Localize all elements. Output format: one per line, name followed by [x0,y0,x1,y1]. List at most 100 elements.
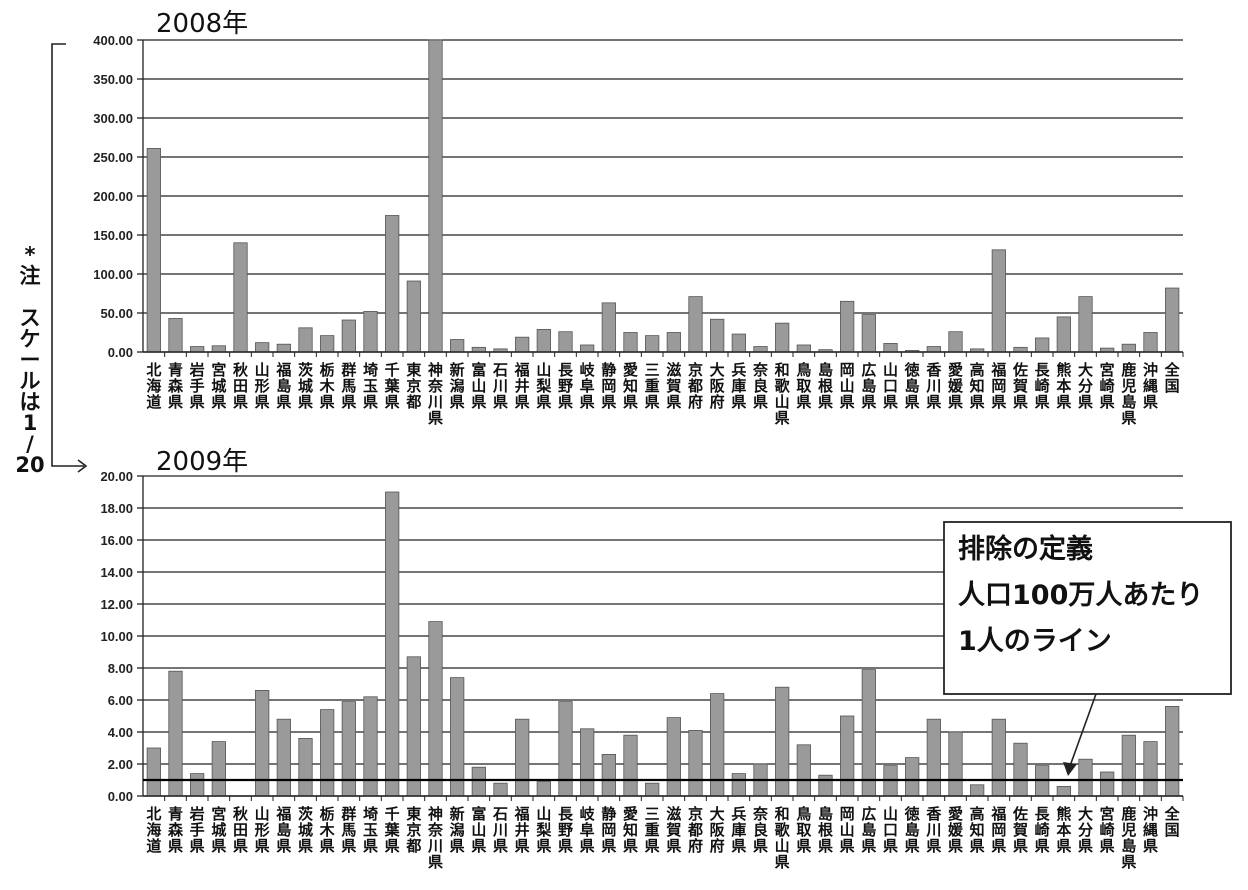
y-tick-label: 400.00 [93,33,133,48]
scale-bracket [51,43,66,467]
bar-神奈川県 [428,621,443,797]
category-label: 千葉県 [384,361,401,411]
category-label: 神奈川県 [427,361,444,427]
bar-長崎県 [1035,337,1050,353]
category-label: 兵庫県 [731,805,746,855]
category-label: 石川県 [492,361,508,411]
y-tick-label: 100.00 [93,267,133,282]
category-label: 栃木県 [319,361,336,411]
bar-茨城県 [298,327,313,353]
category-label: 山口県 [883,805,898,855]
y-tick-label: 4.00 [108,725,133,740]
category-label: 青森県 [168,361,184,411]
y-tick-label: 16.00 [100,533,133,548]
category-label: 北海道 [146,805,161,855]
category-label: 沖縄県 [1143,805,1158,855]
category-label: 福岡県 [990,361,1006,411]
scale-note-char: は [20,390,41,414]
y-tick-label: 0.00 [108,345,133,360]
scale-note-char: / [26,432,34,456]
bar-茨城県 [298,738,313,797]
y-tick-label: 8.00 [108,661,133,676]
bar-沖縄県 [1143,332,1158,353]
callout-text: 排除の定義 [958,533,1093,565]
y-tick-label: 6.00 [108,693,133,708]
category-label: 東京都 [405,361,421,411]
category-label: 長崎県 [1035,805,1051,855]
bar-千葉県 [385,215,400,353]
scale-note-char: ル [20,369,41,393]
bar-熊本県 [1056,316,1071,353]
bar-熊本県 [1056,786,1071,797]
scale-note-char: 1 [23,411,38,435]
scale-arrow [66,459,88,473]
y-tick-label: 150.00 [93,228,133,243]
category-label: 茨城県 [298,805,313,855]
bar-福島県 [276,718,291,797]
bar-群馬県 [341,319,356,353]
bar-大分県 [1078,296,1093,353]
bar-岩手県 [190,346,205,353]
bar-静岡県 [601,754,616,797]
y-tick-label: 250.00 [93,150,133,165]
category-label: 奈良県 [752,805,769,855]
category-label: 三重県 [645,361,660,411]
category-label: 福島県 [275,361,291,411]
category-label: 埼玉県 [363,361,378,411]
bar-埼玉県 [363,696,378,797]
bar-石川県 [493,782,508,797]
category-label: 山梨県 [535,361,551,411]
category-label: 群馬県 [341,805,356,855]
y-tick-label: 12.00 [100,597,133,612]
y-tick-label: 300.00 [93,111,133,126]
bar-宮崎県 [1100,771,1115,797]
category-label: 愛知県 [623,361,638,411]
bar-福岡県 [991,249,1006,353]
category-label: 秋田県 [233,361,249,411]
callout-arrowhead [1063,762,1077,776]
category-label: 広島県 [861,805,876,855]
category-label: 滋賀県 [665,805,681,855]
category-label: 長野県 [558,805,574,855]
category-label: 愛媛県 [947,361,964,411]
bar-佐賀県 [1013,742,1028,797]
category-label: 北海道 [146,361,161,411]
chart-title: 2008年 [156,9,248,39]
category-label: 東京都 [405,805,421,855]
bar-富山県 [471,766,486,797]
category-label: 神奈川県 [427,805,444,871]
category-label: 京都府 [687,361,703,411]
bar-鹿児島県 [1121,734,1136,797]
bar-愛媛県 [948,731,963,797]
bar-秋田県 [233,242,248,353]
y-tick-label: 20.00 [100,469,133,484]
category-label: 愛知県 [623,805,638,855]
bar-鳥取県 [796,744,811,797]
category-label: 山梨県 [535,805,551,855]
category-label: 香川県 [925,361,941,411]
category-label: 佐賀県 [1012,361,1028,411]
bar-神奈川県 [428,39,443,353]
bar-東京都 [406,656,421,797]
bar-三重県 [645,335,660,353]
scale-note-char: 注 [20,264,41,288]
category-label: 茨城県 [298,361,313,411]
category-label: 大阪府 [710,361,726,411]
category-label: 秋田県 [233,805,249,855]
bar-広島県 [861,314,876,353]
category-label: 奈良県 [752,361,769,411]
bar-東京都 [406,280,421,353]
category-label: 岩手県 [189,361,205,411]
category-label: 新潟県 [450,805,465,855]
category-label: 佐賀県 [1012,805,1028,855]
bar-香川県 [926,718,941,797]
bar-大分県 [1078,758,1093,797]
bar-鹿児島県 [1121,343,1136,353]
bar-滋賀県 [666,717,681,797]
category-label: 福島県 [275,805,291,855]
y-tick-label: 18.00 [100,501,133,516]
category-label: 広島県 [861,361,876,411]
category-label: 和歌山県 [775,361,791,427]
